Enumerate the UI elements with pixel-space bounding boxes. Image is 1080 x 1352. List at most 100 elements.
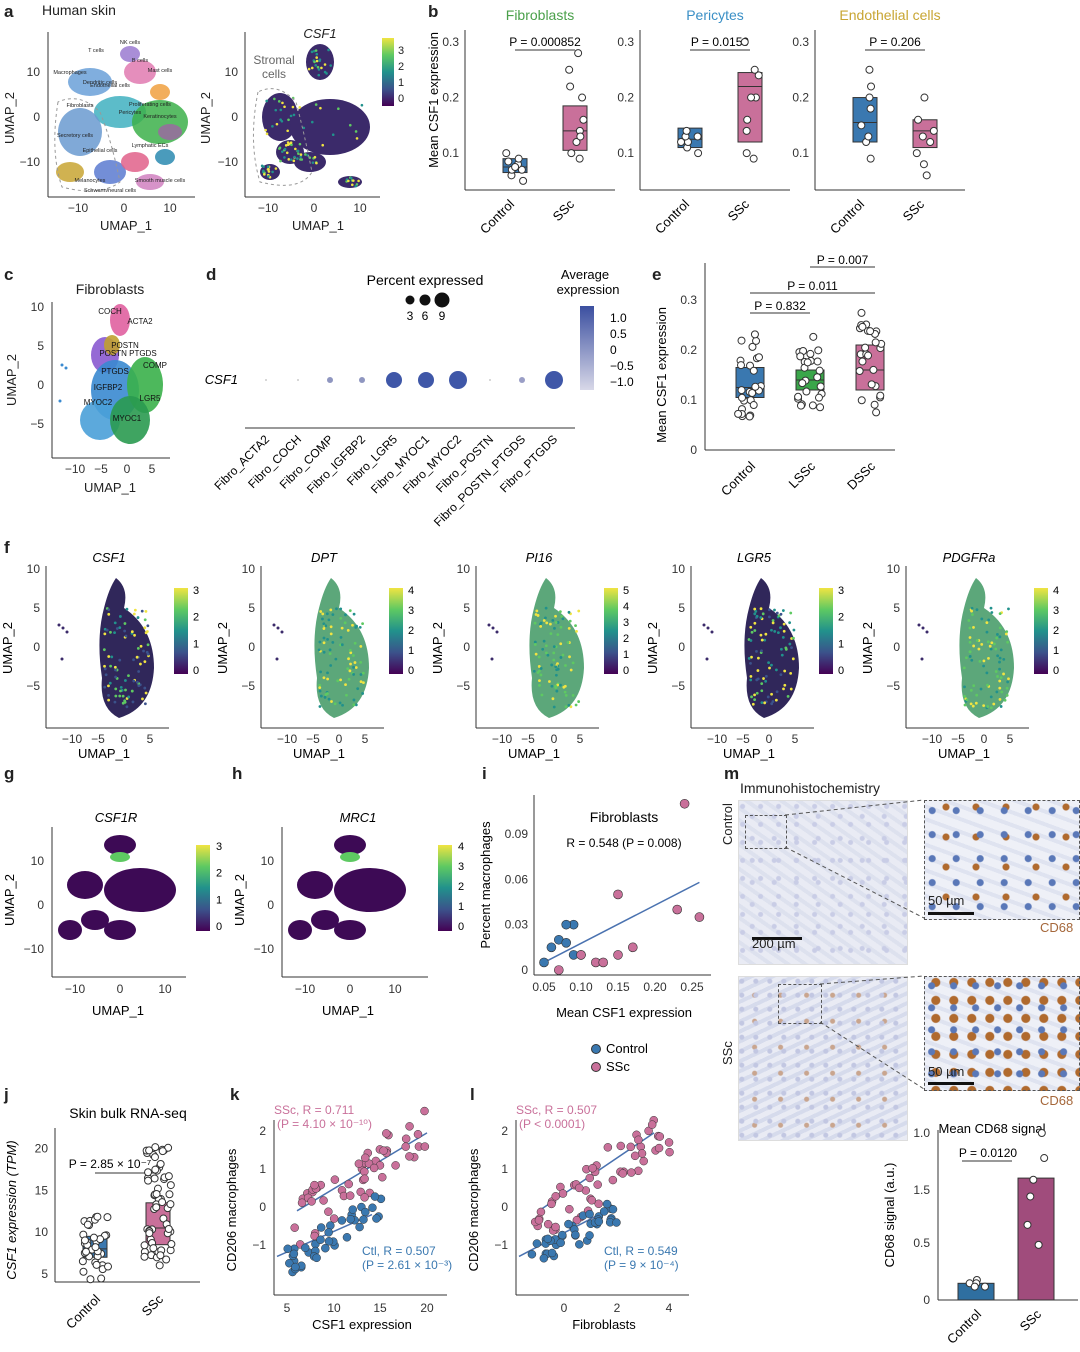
cell-point [339,678,342,682]
ctl-point [285,1259,294,1268]
cell-point [969,688,973,692]
cluster-blob [155,149,175,165]
cell-point [286,141,290,144]
ctl-pvalue: (P = 2.61 × 10⁻³) [362,1258,452,1272]
cell-point [968,655,972,658]
cell-point [113,621,117,625]
cell-point [350,183,354,187]
xtick: 10 [327,1301,341,1315]
cell-point [262,173,266,176]
data-point [565,65,574,74]
cell-point [967,619,971,622]
cell-point [289,141,293,145]
xtick: 2 [614,1301,621,1315]
subcluster-label: LGR5 [140,394,161,403]
cell-point [789,671,793,675]
cell-point [549,622,552,626]
cell-point [537,665,541,668]
f-xtick: 0 [121,732,128,746]
cell-type-label: Secretory cells [57,133,93,139]
ctl-point [571,1230,580,1240]
d-cbar-tick: −1.0 [610,375,634,389]
f-ytick: −5 [26,679,40,693]
ctl-stat: Ctl, R = 0.549 [604,1244,678,1258]
cell-point [538,683,541,687]
cell-point [490,657,494,661]
ctl-point [547,1248,557,1258]
panel-label-d: d [206,265,217,284]
cell-point [770,628,773,632]
ssc-point [594,1199,603,1209]
cell-point [277,100,281,103]
j-ytick: 10 [35,1225,49,1239]
f-cbar-tick: 2 [408,625,414,637]
ssc-point [536,1207,546,1217]
ssc-point [574,1183,584,1193]
ctl-pvalue: (P = 9 × 10⁻⁴) [604,1258,679,1272]
panel-label-h: h [232,764,243,783]
e-ytick: 0.3 [680,293,697,307]
cell-point [139,644,143,648]
cell-point [352,665,355,669]
cbar-tick: 2 [216,868,222,880]
cell-point [322,622,326,626]
cbar-tick: 1 [458,901,464,913]
data-point [155,1261,164,1270]
f-ytick: 0 [248,640,255,654]
f-xtick: 0 [336,732,343,746]
cell-point [142,649,145,653]
cell-point [265,99,268,103]
subcluster [110,396,150,444]
cell-point [136,680,139,684]
cell-point [985,630,989,634]
cell-point [139,662,142,666]
size-legend-label: 9 [439,309,446,323]
cell-point [283,105,286,109]
cell-point [114,675,118,679]
size-legend-dot [419,294,431,306]
data-point [866,327,875,336]
ctl-point [575,1240,584,1249]
b-ytick: 0.1 [617,146,634,160]
ssc-point [405,1152,414,1161]
cell-point [131,700,135,704]
data-point [864,351,873,360]
panel-a-title: Human skin [42,2,116,18]
cell-point [314,64,318,67]
cell-point [327,618,331,622]
ytick: 1 [259,1162,266,1176]
cell-point [750,630,754,634]
cell-point [361,692,365,695]
cell-point [264,128,267,132]
ssc-point [405,1122,414,1131]
cell-point [963,694,967,698]
f-ytick: 5 [463,601,470,615]
cluster-blob [58,920,82,940]
b-panel-title: Fibroblasts [506,7,574,23]
cell-point [977,647,981,651]
cell-type-label: Proliferating cells [129,102,171,108]
cell-point [790,646,793,650]
cell-type-label: Epithelial cells [83,148,118,154]
b-ytick: 0.2 [792,91,809,105]
legend-marker [591,1062,601,1072]
cell-point [571,661,575,665]
cell-point [995,636,999,640]
umap-cell-types: 10 0 −10 −10 0 10 UMAP_1 UMAP_2 NK cells… [2,32,195,233]
data-point [745,412,754,421]
cell-point [107,608,111,611]
d-avg-title: Average [561,267,609,282]
f-xtick: −10 [707,732,728,746]
ctl-point [368,1203,377,1212]
cbar-tick: 2 [458,881,464,893]
cell-point [287,118,290,122]
cell-point [103,685,107,689]
ssc-point [664,1138,674,1147]
data-point [164,1172,173,1181]
data-point [578,93,587,102]
data-point [144,1176,153,1185]
data-point [737,336,746,345]
cluster-blob [150,84,170,100]
f-ytick: −5 [456,679,470,693]
